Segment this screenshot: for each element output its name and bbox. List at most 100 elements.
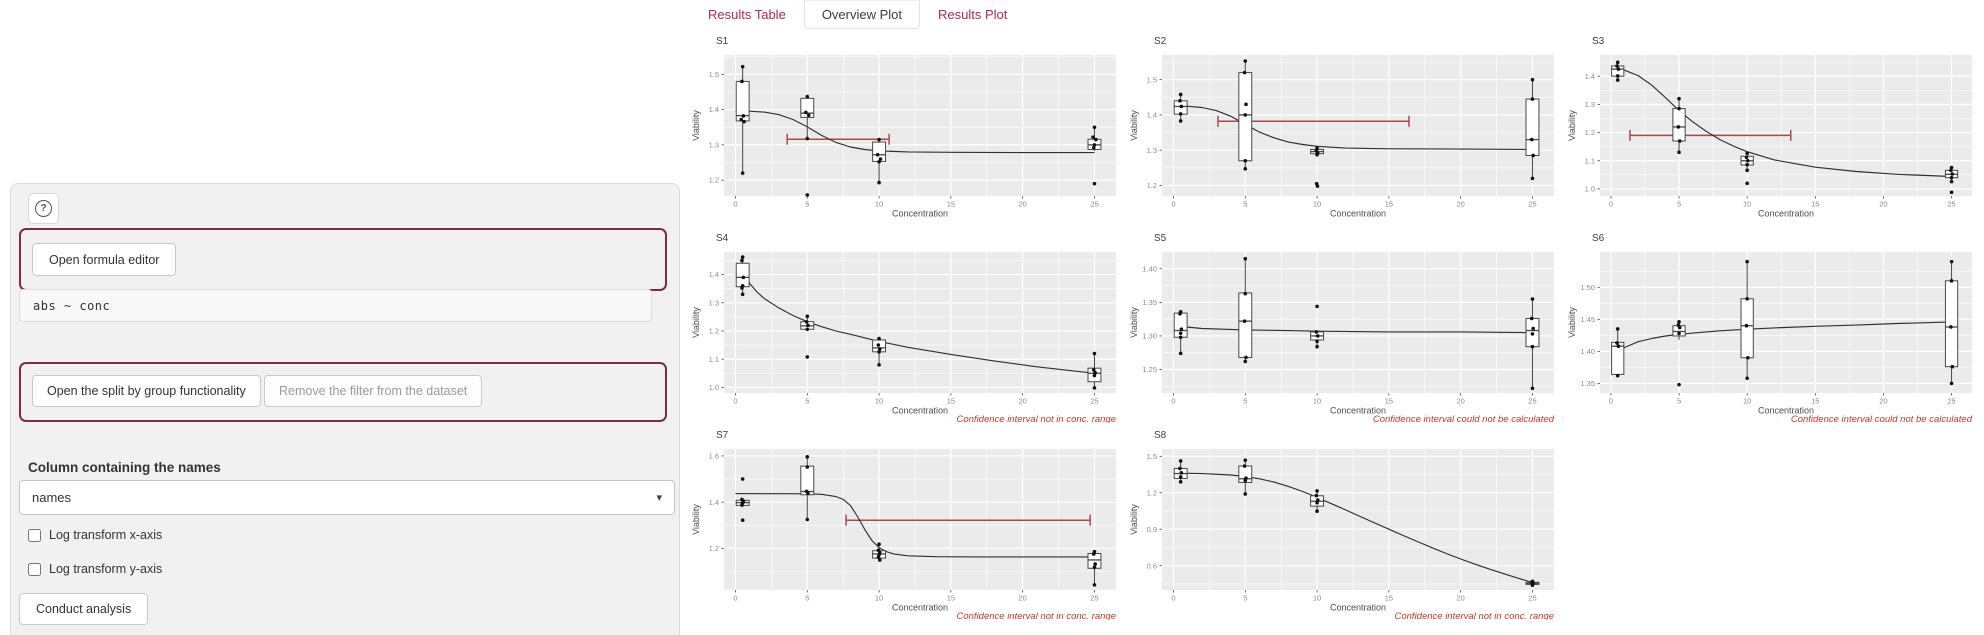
svg-text:1.0: 1.0 xyxy=(709,383,719,392)
svg-text:Confidence interval not in con: Confidence interval not in conc. range xyxy=(957,611,1117,620)
svg-text:10: 10 xyxy=(875,200,883,209)
svg-text:10: 10 xyxy=(1743,397,1751,406)
svg-text:25: 25 xyxy=(1947,397,1955,406)
tab-overview-plot[interactable]: Overview Plot xyxy=(803,0,921,29)
svg-text:0: 0 xyxy=(1609,397,1613,406)
svg-text:0.6: 0.6 xyxy=(1147,561,1157,570)
plot-s3: 0 5 10 15 20 25 1.0 1.1 1.2 1.3 1.4 S3 Concentration… xyxy=(1566,29,1984,231)
svg-text:S1: S1 xyxy=(716,36,729,47)
svg-text:10: 10 xyxy=(1313,594,1321,603)
svg-text:15: 15 xyxy=(1385,594,1393,603)
svg-text:S3: S3 xyxy=(1592,36,1605,47)
svg-text:S5: S5 xyxy=(1154,233,1167,244)
svg-text:20: 20 xyxy=(1018,200,1026,209)
svg-text:20: 20 xyxy=(1018,594,1026,603)
svg-text:S6: S6 xyxy=(1592,233,1605,244)
svg-text:15: 15 xyxy=(1811,397,1819,406)
svg-text:15: 15 xyxy=(947,397,955,406)
svg-text:1.6: 1.6 xyxy=(709,452,719,461)
plot-s5: 0 5 10 15 20 25 1.25 1.30 1.35 1.40 S5 Concentratio… xyxy=(1128,226,1566,428)
svg-text:5: 5 xyxy=(805,594,809,603)
svg-text:Viability: Viability xyxy=(1567,110,1577,141)
svg-text:Confidence interval not in con: Confidence interval not in conc. range xyxy=(957,414,1117,423)
results-tabbar: Results Table Overview Plot Results Plot xyxy=(690,0,1025,29)
plot-s2: 0 5 10 15 20 25 1.2 1.3 1.4 1.5 S2 Concentration Via… xyxy=(1128,29,1566,231)
svg-text:10: 10 xyxy=(1313,200,1321,209)
names-select[interactable]: names ▾ xyxy=(19,480,675,515)
help-button[interactable]: ? xyxy=(28,193,59,224)
open-formula-editor-button[interactable]: Open formula editor xyxy=(32,243,177,276)
log-transform-x-checkbox[interactable] xyxy=(28,528,41,542)
svg-text:Confidence interval could not: Confidence interval could not be calcula… xyxy=(1791,414,1973,423)
overview-plots: 0 5 10 15 20 25 1.2 1.3 1.4 1.5 S1 Concentration Via… xyxy=(690,29,1984,635)
chevron-down-icon: ▾ xyxy=(656,492,662,504)
plot-s1: 0 5 10 15 20 25 1.2 1.3 1.4 1.5 S1 Concentration Via… xyxy=(690,29,1128,231)
svg-text:0: 0 xyxy=(1171,200,1175,209)
plot-s7: 0 5 10 15 20 25 1.2 1.4 1.6 S7 Concentration Viabil… xyxy=(690,423,1128,625)
svg-text:Concentration: Concentration xyxy=(892,406,948,416)
analysis-sidebar: ? Open formula editor abs ~ conc Open th… xyxy=(10,183,680,635)
svg-text:1.3: 1.3 xyxy=(709,140,719,149)
svg-text:25: 25 xyxy=(1528,200,1536,209)
svg-text:15: 15 xyxy=(947,594,955,603)
svg-text:1.0: 1.0 xyxy=(1585,185,1595,194)
svg-text:S2: S2 xyxy=(1154,36,1167,47)
svg-text:15: 15 xyxy=(1811,200,1819,209)
svg-text:10: 10 xyxy=(1743,200,1751,209)
svg-text:5: 5 xyxy=(1243,200,1247,209)
svg-text:Viability: Viability xyxy=(691,504,701,535)
svg-text:Concentration: Concentration xyxy=(1330,603,1386,613)
log-transform-x-row[interactable]: Log transform x-axis xyxy=(28,528,162,542)
log-transform-x-label: Log transform x-axis xyxy=(49,528,163,542)
svg-text:1.40: 1.40 xyxy=(1142,264,1157,273)
svg-text:5: 5 xyxy=(1677,397,1681,406)
svg-text:Concentration: Concentration xyxy=(1330,209,1386,219)
log-transform-y-row[interactable]: Log transform y-axis xyxy=(28,562,162,576)
svg-text:25: 25 xyxy=(1090,397,1098,406)
svg-text:1.1: 1.1 xyxy=(1585,156,1595,165)
svg-text:1.4: 1.4 xyxy=(1147,111,1157,120)
names-column-label: Column containing the names xyxy=(28,460,221,475)
svg-text:Concentration: Concentration xyxy=(1758,406,1814,416)
split-group-box: Open the split by group functionality Re… xyxy=(19,362,667,422)
svg-text:S8: S8 xyxy=(1154,430,1167,441)
svg-text:25: 25 xyxy=(1947,200,1955,209)
svg-text:0: 0 xyxy=(1609,200,1613,209)
svg-text:10: 10 xyxy=(1313,397,1321,406)
open-split-by-group-button[interactable]: Open the split by group functionality xyxy=(32,375,261,407)
svg-text:1.4: 1.4 xyxy=(709,105,719,114)
log-transform-y-checkbox[interactable] xyxy=(28,562,41,576)
svg-text:1.5: 1.5 xyxy=(709,70,719,79)
svg-text:25: 25 xyxy=(1528,397,1536,406)
conduct-analysis-button[interactable]: Conduct analysis xyxy=(19,593,149,625)
svg-text:0: 0 xyxy=(733,397,737,406)
svg-text:1.4: 1.4 xyxy=(709,270,719,279)
plot-s6: 0 5 10 15 20 25 1.35 1.40 1.45 1.50 S6 Concentratio… xyxy=(1566,226,1984,428)
svg-text:Viability: Viability xyxy=(1129,504,1139,535)
svg-text:0: 0 xyxy=(733,200,737,209)
svg-text:0: 0 xyxy=(733,594,737,603)
svg-text:25: 25 xyxy=(1090,594,1098,603)
svg-text:1.2: 1.2 xyxy=(709,327,719,336)
svg-text:20: 20 xyxy=(1018,397,1026,406)
remove-filter-button[interactable]: Remove the filter from the dataset xyxy=(264,375,483,407)
svg-text:Viability: Viability xyxy=(1129,110,1139,141)
svg-text:1.1: 1.1 xyxy=(709,355,719,364)
svg-text:1.2: 1.2 xyxy=(709,176,719,185)
svg-text:Concentration: Concentration xyxy=(1758,209,1814,219)
svg-text:1.4: 1.4 xyxy=(709,498,719,507)
tab-results-table[interactable]: Results Table xyxy=(708,7,786,22)
formula-display: abs ~ conc xyxy=(19,289,652,322)
svg-text:1.5: 1.5 xyxy=(1147,75,1157,84)
svg-text:20: 20 xyxy=(1456,397,1464,406)
names-select-value: names xyxy=(32,490,72,505)
svg-text:1.2: 1.2 xyxy=(1147,181,1157,190)
svg-text:Viability: Viability xyxy=(1567,307,1577,338)
svg-text:10: 10 xyxy=(875,397,883,406)
svg-text:Concentration: Concentration xyxy=(892,603,948,613)
svg-text:1.3: 1.3 xyxy=(709,298,719,307)
svg-text:0.9: 0.9 xyxy=(1147,525,1157,534)
tab-results-plot[interactable]: Results Plot xyxy=(938,7,1008,22)
svg-text:Confidence interval not in con: Confidence interval not in conc. range xyxy=(1395,611,1555,620)
